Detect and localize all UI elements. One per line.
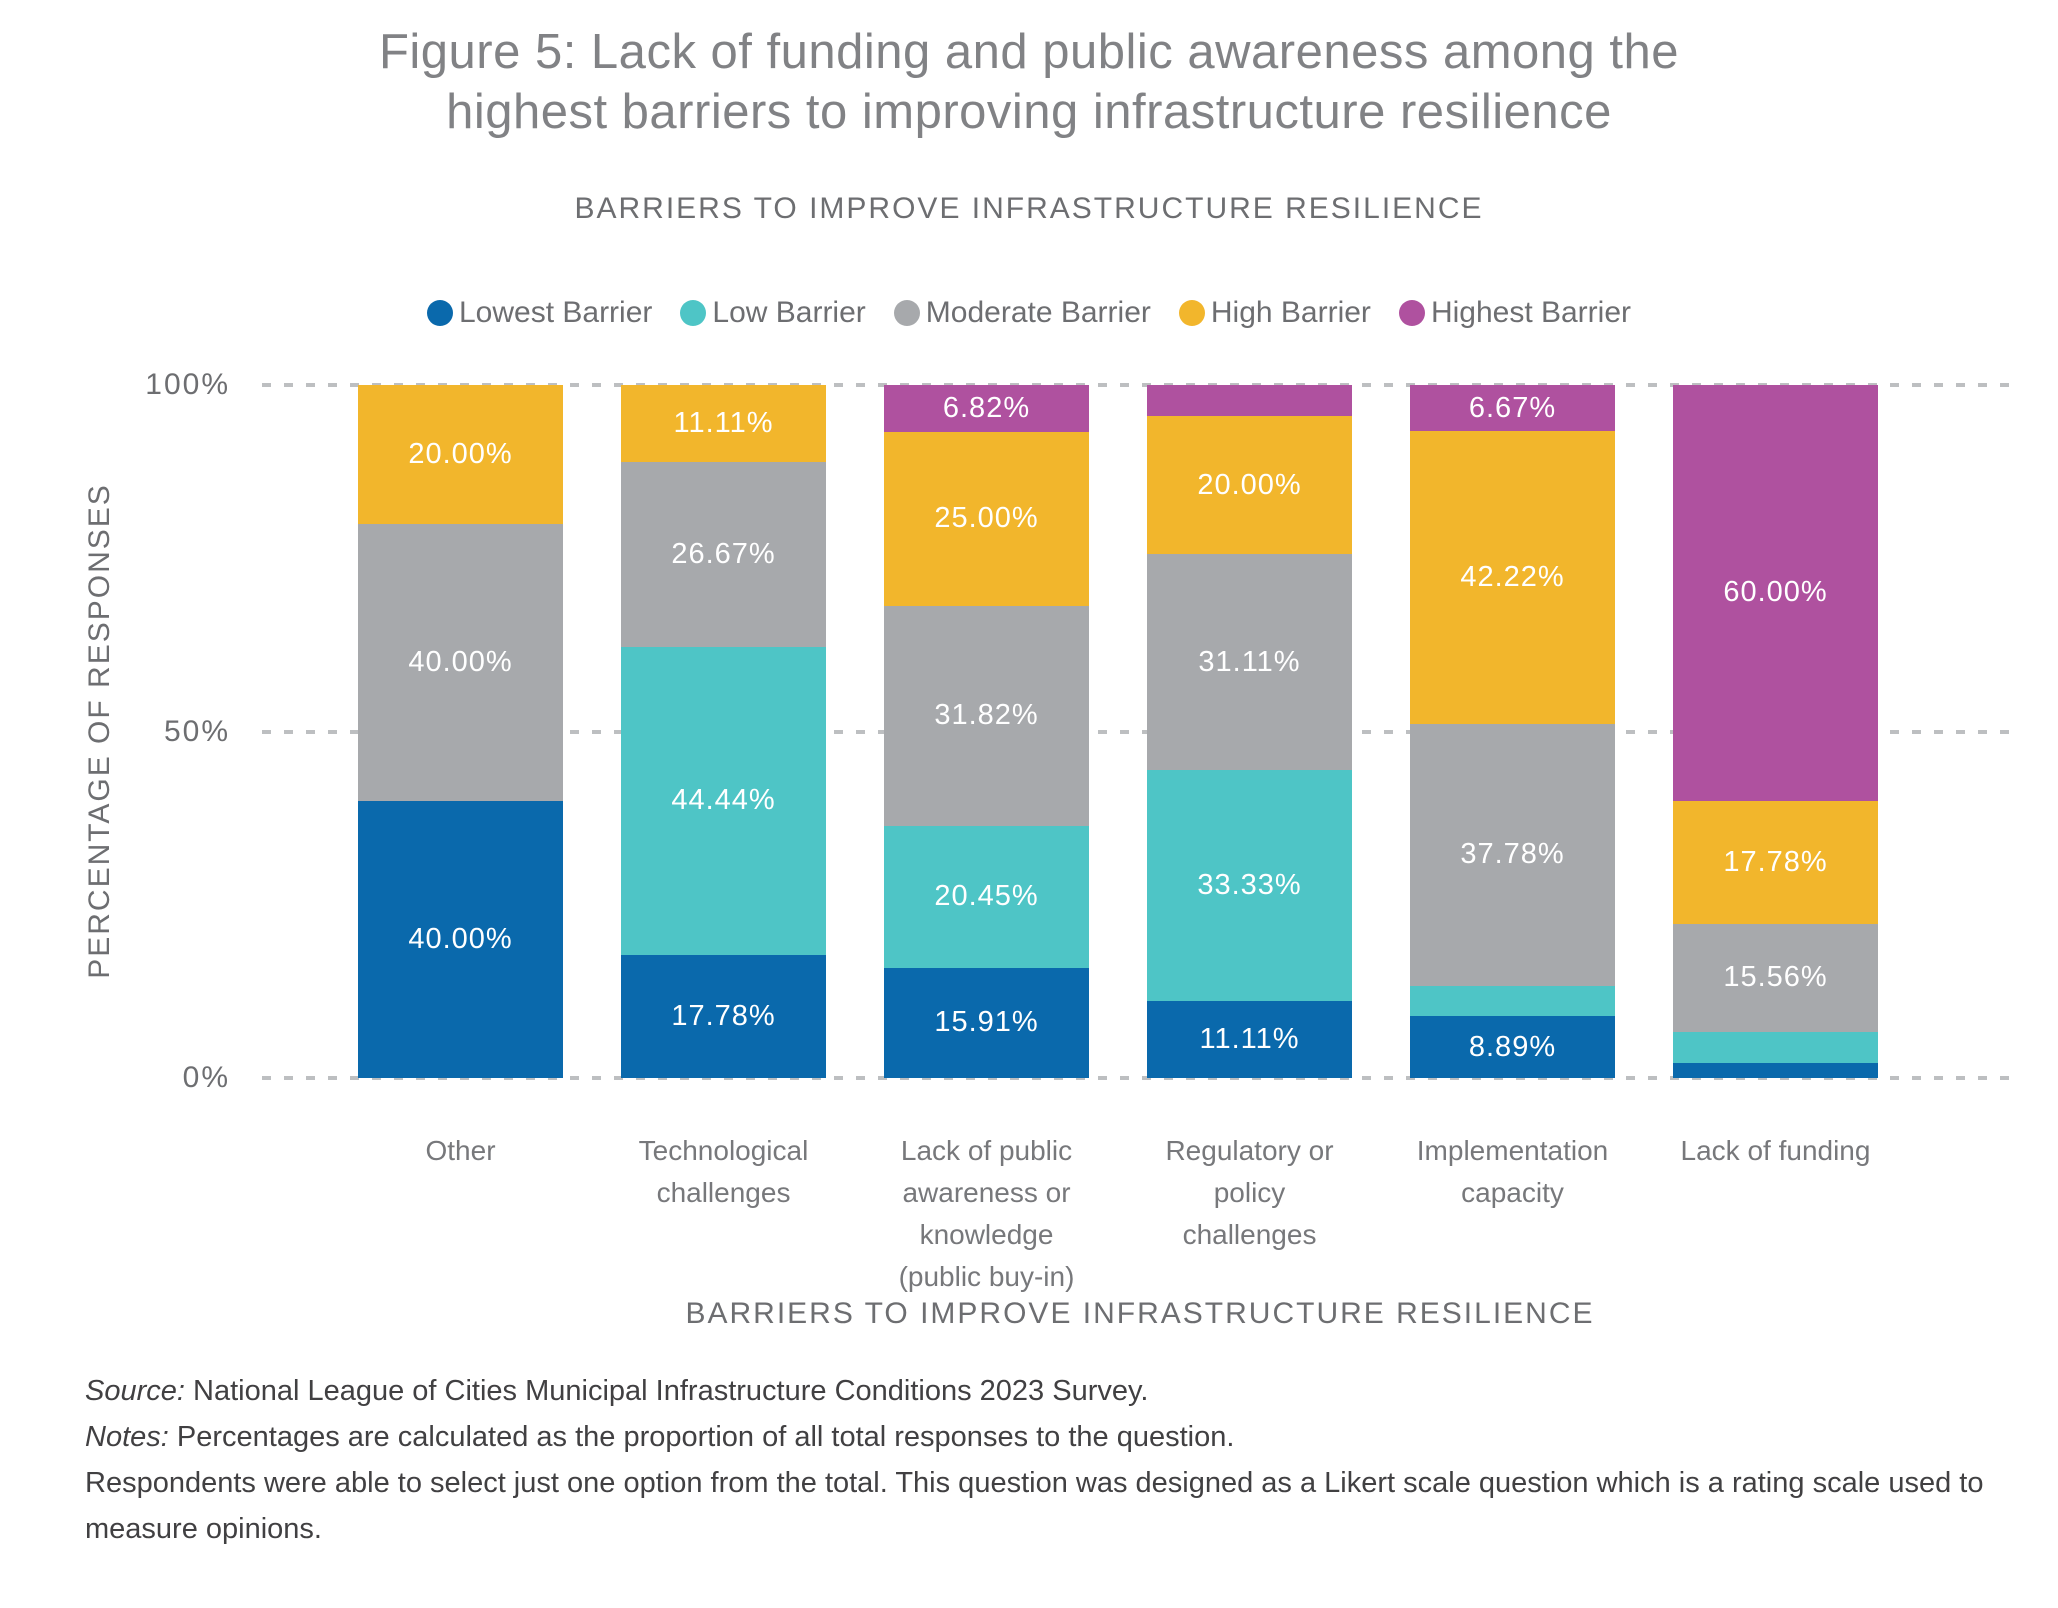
gridline xyxy=(262,383,2010,387)
bar-segment: 8.89% xyxy=(1410,1016,1615,1078)
x-axis-title: BARRIERS TO IMPROVE INFRASTRUCTURE RESIL… xyxy=(685,1297,1595,1330)
data-label: 25.00% xyxy=(934,502,1039,535)
bar-segment: 11.11% xyxy=(621,385,826,463)
legend-swatch-icon xyxy=(426,300,453,326)
bar-segment: 37.78% xyxy=(1410,723,1615,986)
data-label: 60.00% xyxy=(1723,576,1828,609)
chart-title: BARRIERS TO IMPROVE INFRASTRUCTURE RESIL… xyxy=(574,192,1484,225)
data-label: 11.11% xyxy=(673,407,774,440)
x-tick-label: Other xyxy=(425,1135,496,1166)
legend-label: High Barrier xyxy=(1210,296,1371,329)
bar-segment: 11.11% xyxy=(1147,1001,1352,1078)
bar-3: 6.82% 25.00% 31.82% 20.45% 15.91% xyxy=(884,385,1089,1078)
data-label: 40.00% xyxy=(408,645,513,678)
legend-swatch-icon xyxy=(1178,300,1205,326)
x-tick-label: Implementation capacity xyxy=(1416,1135,1609,1208)
data-label: 11.11% xyxy=(1199,1023,1300,1055)
data-label: 31.82% xyxy=(934,699,1039,732)
x-tick-label: Regulatory or policy challenges xyxy=(1165,1135,1334,1250)
bar-1: 20.00% 40.00% 40.00% xyxy=(358,385,563,1078)
bar-segment: 17.78% xyxy=(621,954,826,1078)
bar-segment: 31.82% xyxy=(884,605,1089,827)
data-label: 15.91% xyxy=(934,1006,1039,1039)
bar-segment: 26.67% xyxy=(621,462,826,647)
footnote-line: Respondents were able to select just one… xyxy=(85,1467,1984,1545)
bar-segment: 20.00% xyxy=(358,385,563,524)
bar-4: 20.00% 31.11% 33.33% 11.11% xyxy=(1147,385,1352,1078)
bar-segment: 20.45% xyxy=(884,826,1089,968)
bar-segment: 15.56% xyxy=(1673,924,1878,1032)
bar-segment: 20.00% xyxy=(1147,415,1352,555)
legend-label: Highest Barrier xyxy=(1430,296,1632,329)
data-label: 44.44% xyxy=(671,784,776,817)
data-label: 8.89% xyxy=(1468,1030,1557,1063)
figure-title-line2: highest barriers to improving infrastruc… xyxy=(446,85,1612,139)
footnote-line: Source: National League of Cities Munici… xyxy=(85,1375,1149,1407)
data-label: 20.45% xyxy=(934,880,1039,913)
bar-5: 6.67% 42.22% 37.78% 8.89% xyxy=(1410,385,1615,1078)
data-label: 17.78% xyxy=(671,999,776,1032)
legend-swatch-icon xyxy=(680,300,707,326)
data-label: 20.00% xyxy=(408,437,513,470)
bar-segment xyxy=(1673,1062,1878,1078)
data-label: 33.33% xyxy=(1197,869,1302,902)
data-label: 15.56% xyxy=(1723,961,1828,994)
bar-segment: 40.00% xyxy=(358,523,563,801)
bar-segment: 42.22% xyxy=(1410,431,1615,724)
legend-swatch-icon xyxy=(893,300,920,326)
footnote-prefix: Notes: xyxy=(85,1421,169,1453)
legend-label: Low Barrier xyxy=(712,296,866,329)
bar-segment: 31.11% xyxy=(1147,554,1352,771)
y-tick-label: 100% xyxy=(145,368,230,401)
plot-area: BARRIERS TO IMPROVE INFRASTRUCTURE RESIL… xyxy=(145,368,2010,1330)
data-label: 37.78% xyxy=(1460,838,1565,871)
data-label: 6.82% xyxy=(942,392,1031,425)
data-label: 26.67% xyxy=(671,537,776,570)
bar-6: 60.00% 17.78% 15.56% xyxy=(1673,385,1878,1078)
legend-item: Highest Barrier xyxy=(1398,296,1632,330)
data-label: 6.67% xyxy=(1468,391,1557,424)
gridline xyxy=(262,1076,2010,1080)
bar-segment: 15.91% xyxy=(884,967,1089,1078)
legend-item: High Barrier xyxy=(1178,296,1371,330)
bar-segment: 60.00% xyxy=(1673,385,1878,801)
legend-item: Low Barrier xyxy=(680,296,866,330)
legend-label: Lowest Barrier xyxy=(458,296,653,329)
bar-segment: 40.00% xyxy=(358,800,563,1078)
data-label: 42.22% xyxy=(1460,561,1565,594)
bar-segment: 6.82% xyxy=(884,385,1089,433)
bar-segment xyxy=(1410,985,1615,1017)
data-label: 40.00% xyxy=(408,922,513,955)
legend-item: Lowest Barrier xyxy=(426,296,653,330)
x-tick-label: Technological challenges xyxy=(638,1135,809,1208)
figure-title-line1: Figure 5: Lack of funding and public awa… xyxy=(378,25,1680,79)
gridline xyxy=(262,729,2010,734)
legend-label: Moderate Barrier xyxy=(925,296,1151,329)
data-label: 31.11% xyxy=(1198,645,1301,678)
bar-segment: 44.44% xyxy=(621,646,826,955)
bar-segment: 25.00% xyxy=(884,432,1089,606)
footnotes: Source: National League of Cities Munici… xyxy=(85,1368,2025,1552)
bar-segment: 6.67% xyxy=(1410,385,1615,432)
bar-2: 11.11% 26.67% 44.44% 17.78% xyxy=(621,385,826,1078)
data-label: 20.00% xyxy=(1197,468,1302,501)
bar-segment: 33.33% xyxy=(1147,770,1352,1002)
x-tick-label: Lack of public awareness or knowledge (p… xyxy=(898,1135,1075,1292)
x-tick-label: Lack of funding xyxy=(1680,1135,1871,1166)
figure-title: Figure 5: Lack of funding and public awa… xyxy=(0,22,2058,142)
legend-item: Moderate Barrier xyxy=(893,296,1151,330)
legend: Lowest Barrier Low Barrier Moderate Barrie… xyxy=(0,292,2058,334)
footnote-line: Notes: Percentages are calculated as the… xyxy=(85,1421,1235,1453)
legend-swatch-icon xyxy=(1398,300,1425,326)
y-tick-label: 50% xyxy=(163,714,230,748)
y-tick-label: 0% xyxy=(182,1061,230,1094)
footnote-prefix: Source: xyxy=(85,1375,185,1407)
bar-segment: 17.78% xyxy=(1673,800,1878,925)
bar-segment xyxy=(1147,385,1352,416)
bar-segment xyxy=(1673,1031,1878,1063)
data-label: 17.78% xyxy=(1723,845,1828,878)
